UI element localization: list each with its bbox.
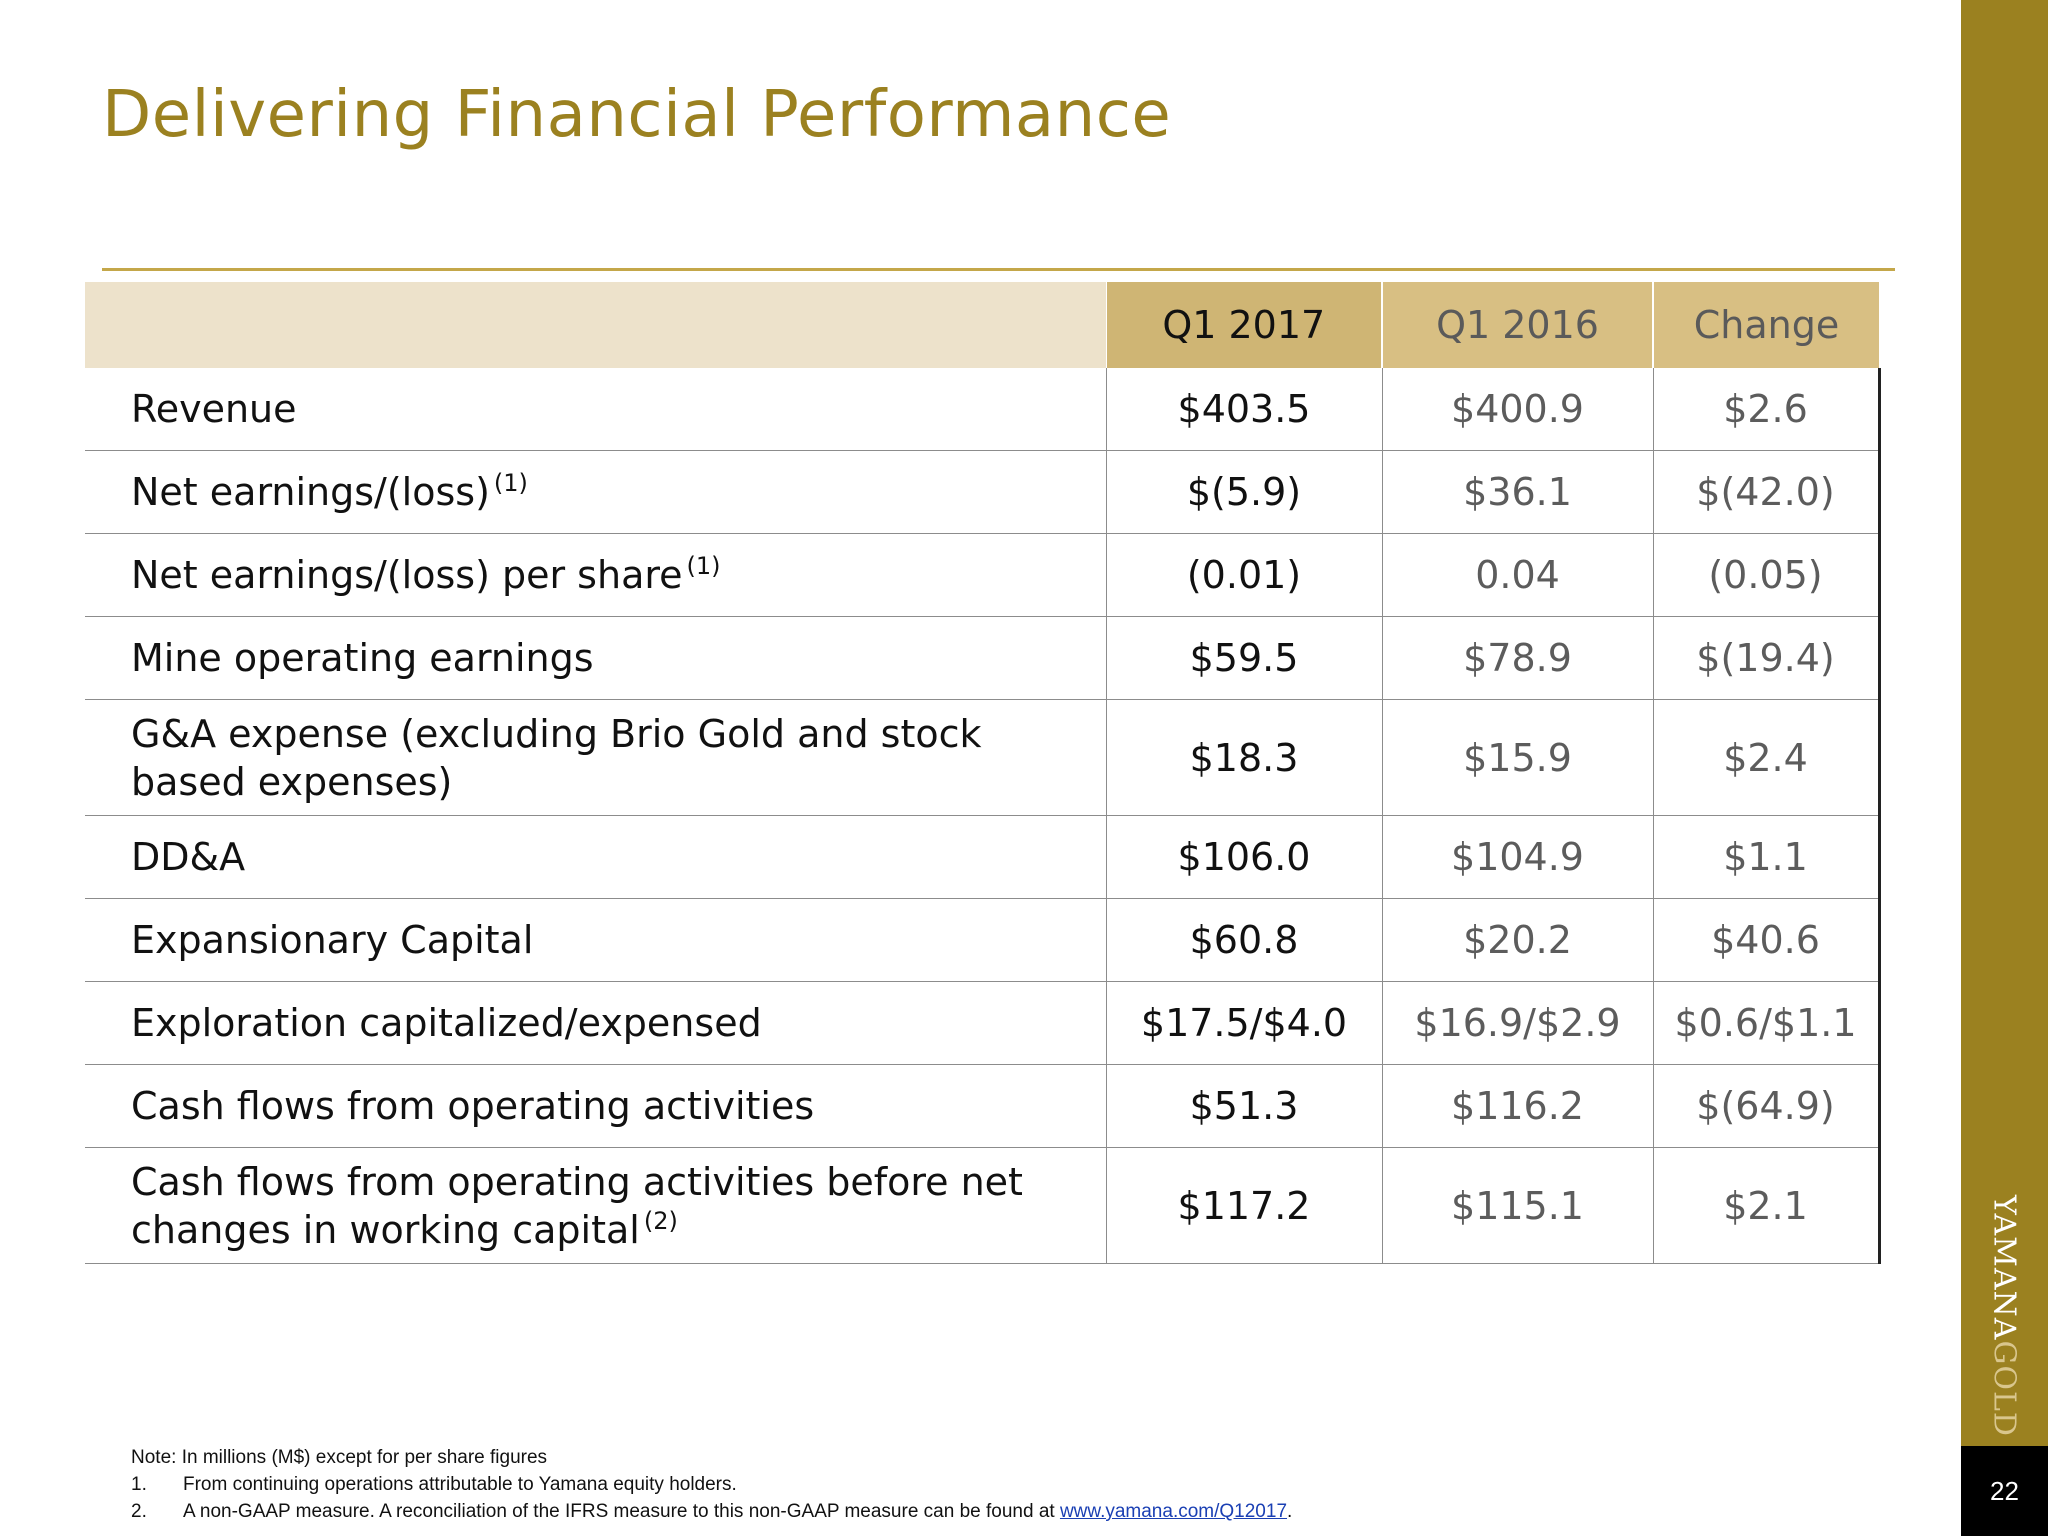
value-q1-2017: $18.3 bbox=[1105, 699, 1382, 816]
financial-table-container: Q1 2017 Q1 2016 Change Revenue $403.5 $400… bbox=[85, 282, 1881, 1264]
value-change: $40.6 bbox=[1652, 898, 1881, 982]
footnote-1: 1. From continuing operations attributabl… bbox=[131, 1471, 1292, 1498]
value-q1-2017: $60.8 bbox=[1105, 898, 1382, 982]
table-row: Cash flows from operating activities bef… bbox=[85, 1147, 1881, 1264]
row-label: G&A expense (excluding Brio Gold and sto… bbox=[85, 699, 1106, 816]
footnote-2: 2. A non-GAAP measure. A reconciliation o… bbox=[131, 1498, 1292, 1525]
row-label: Expansionary Capital bbox=[85, 898, 1106, 982]
table-header-row: Q1 2017 Q1 2016 Change bbox=[85, 282, 1879, 368]
table-row: Net earnings/(loss) per share (1) (0.01) 0.… bbox=[85, 533, 1881, 617]
page-title: Delivering Financial Performance bbox=[102, 78, 1172, 152]
row-label: Cash flows from operating activities bbox=[85, 1064, 1106, 1148]
row-label-text: Expansionary Capital bbox=[131, 918, 534, 962]
value-q1-2016: $16.9/$2.9 bbox=[1381, 981, 1653, 1065]
footnote-text: A non-GAAP measure. A reconciliation of … bbox=[183, 1501, 1060, 1522]
row-label: Cash flows from operating activities bef… bbox=[85, 1147, 1106, 1264]
brand-sidebar bbox=[1961, 0, 2048, 1446]
row-label: DD&A bbox=[85, 815, 1106, 899]
row-label-text: Net earnings/(loss) per share bbox=[131, 553, 683, 597]
financial-table: Q1 2017 Q1 2016 Change Revenue $403.5 $400… bbox=[85, 282, 1881, 1264]
value-q1-2016: $115.1 bbox=[1381, 1147, 1653, 1264]
yamana-gold-logo: YAMANAGOLD bbox=[1987, 1195, 2022, 1437]
value-q1-2017: $403.5 bbox=[1105, 368, 1382, 451]
value-q1-2016: $400.9 bbox=[1381, 368, 1653, 451]
value-change: (0.05) bbox=[1652, 533, 1881, 617]
value-q1-2017: $106.0 bbox=[1105, 815, 1382, 899]
value-change: $(19.4) bbox=[1652, 616, 1881, 700]
value-q1-2017: $59.5 bbox=[1105, 616, 1382, 700]
reconciliation-link[interactable]: www.yamana.com/Q12017 bbox=[1059, 1501, 1288, 1522]
value-q1-2016: $104.9 bbox=[1381, 815, 1653, 899]
footnote-punctuation: . bbox=[1287, 1501, 1293, 1522]
value-q1-2016: $36.1 bbox=[1381, 450, 1653, 534]
value-change: $0.6/$1.1 bbox=[1652, 981, 1881, 1065]
value-q1-2017: $17.5/$4.0 bbox=[1105, 981, 1382, 1065]
value-q1-2016: $15.9 bbox=[1381, 699, 1653, 816]
row-label: Net earnings/(loss) (1) bbox=[85, 450, 1106, 534]
value-q1-2016: $78.9 bbox=[1381, 616, 1653, 700]
footnote-text: From continuing operations attributable … bbox=[183, 1474, 737, 1495]
row-label-text: Exploration capitalized/expensed bbox=[131, 1001, 762, 1045]
logo-text-yamana: YAMANA bbox=[1986, 1195, 2022, 1341]
row-label: Revenue bbox=[85, 368, 1106, 451]
title-divider bbox=[102, 268, 1895, 271]
table-row: Revenue $403.5 $400.9 $2.6 bbox=[85, 368, 1881, 451]
header-change: Change bbox=[1652, 282, 1879, 368]
value-q1-2017: $51.3 bbox=[1105, 1064, 1382, 1148]
row-label-text: Mine operating earnings bbox=[131, 636, 594, 680]
row-label: Mine operating earnings bbox=[85, 616, 1106, 700]
row-label-text: DD&A bbox=[131, 835, 246, 879]
value-q1-2017: $(5.9) bbox=[1105, 450, 1382, 534]
table-body: Revenue $403.5 $400.9 $2.6 Net earnings/(los… bbox=[85, 368, 1881, 1264]
row-label: Exploration capitalized/expensed bbox=[85, 981, 1106, 1065]
value-change: $(42.0) bbox=[1652, 450, 1881, 534]
row-label-text: Net earnings/(loss) bbox=[131, 470, 490, 514]
row-label-text: Revenue bbox=[131, 387, 297, 431]
header-q1-2016: Q1 2016 bbox=[1381, 282, 1653, 368]
row-label: Net earnings/(loss) per share (1) bbox=[85, 533, 1106, 617]
row-label-text: Cash flows from operating activities bef… bbox=[131, 1159, 1023, 1252]
value-change: $2.6 bbox=[1652, 368, 1881, 451]
footnote-intro: Note: In millions (M$) except for per sh… bbox=[131, 1447, 548, 1468]
table-row: Exploration capitalized/expensed $17.5/$4… bbox=[85, 981, 1881, 1065]
header-label-cell bbox=[85, 282, 1106, 368]
value-change: $2.4 bbox=[1652, 699, 1881, 816]
value-change: $1.1 bbox=[1652, 815, 1881, 899]
page-number: 22 bbox=[1961, 1446, 2048, 1536]
header-q1-2017: Q1 2017 bbox=[1105, 282, 1382, 368]
logo-text-gold: GOLD bbox=[1986, 1340, 2022, 1437]
table-row: DD&A $106.0 $104.9 $1.1 bbox=[85, 815, 1881, 899]
row-label-text: G&A expense (excluding Brio Gold and sto… bbox=[131, 711, 982, 804]
table-row: G&A expense (excluding Brio Gold and sto… bbox=[85, 699, 1881, 816]
footnote-number: 1. bbox=[131, 1474, 147, 1495]
footnote-reference: (1) bbox=[686, 552, 721, 580]
table-row: Expansionary Capital $60.8 $20.2 $40.6 bbox=[85, 898, 1881, 982]
footnote-number: 2. bbox=[131, 1501, 147, 1522]
table-row: Cash flows from operating activities $51.… bbox=[85, 1064, 1881, 1148]
table-row: Net earnings/(loss) (1) $(5.9) $36.1 $(42.0) bbox=[85, 450, 1881, 534]
footnotes: Note: In millions (M$) except for per sh… bbox=[131, 1444, 1292, 1525]
row-label-text: Cash flows from operating activities bbox=[131, 1084, 815, 1128]
value-q1-2017: $117.2 bbox=[1105, 1147, 1382, 1264]
value-change: $(64.9) bbox=[1652, 1064, 1881, 1148]
value-q1-2016: $20.2 bbox=[1381, 898, 1653, 982]
value-change: $2.1 bbox=[1652, 1147, 1881, 1264]
value-q1-2016: $116.2 bbox=[1381, 1064, 1653, 1148]
footnote-reference: (1) bbox=[493, 469, 528, 497]
footnote-reference: (2) bbox=[643, 1206, 678, 1235]
value-q1-2016: 0.04 bbox=[1381, 533, 1653, 617]
table-row: Mine operating earnings $59.5 $78.9 $(19.4) bbox=[85, 616, 1881, 700]
value-q1-2017: (0.01) bbox=[1105, 533, 1382, 617]
